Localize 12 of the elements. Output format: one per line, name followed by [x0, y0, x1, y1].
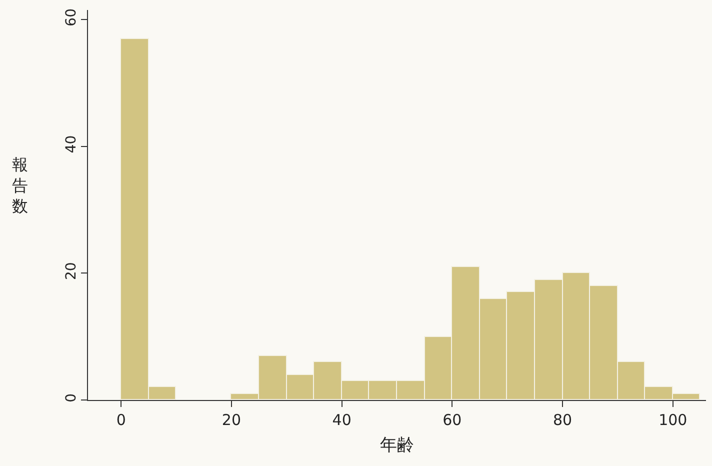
x-tick-label: 0: [116, 411, 126, 429]
x-tick-label: 80: [552, 411, 572, 429]
x-tick-label: 100: [658, 411, 688, 429]
y-tick-label: 40: [63, 135, 80, 154]
x-axis-title: 年齢: [380, 435, 414, 456]
y-tick-label: 60: [63, 8, 80, 26]
y-axis-title: 報告数: [12, 155, 28, 216]
y-tick-label: 20: [63, 262, 80, 280]
x-tick-label: 40: [332, 411, 352, 429]
x-tick-label: 60: [442, 411, 462, 429]
x-tick-label: 20: [222, 411, 242, 429]
y-tick-label: 0: [63, 393, 80, 402]
